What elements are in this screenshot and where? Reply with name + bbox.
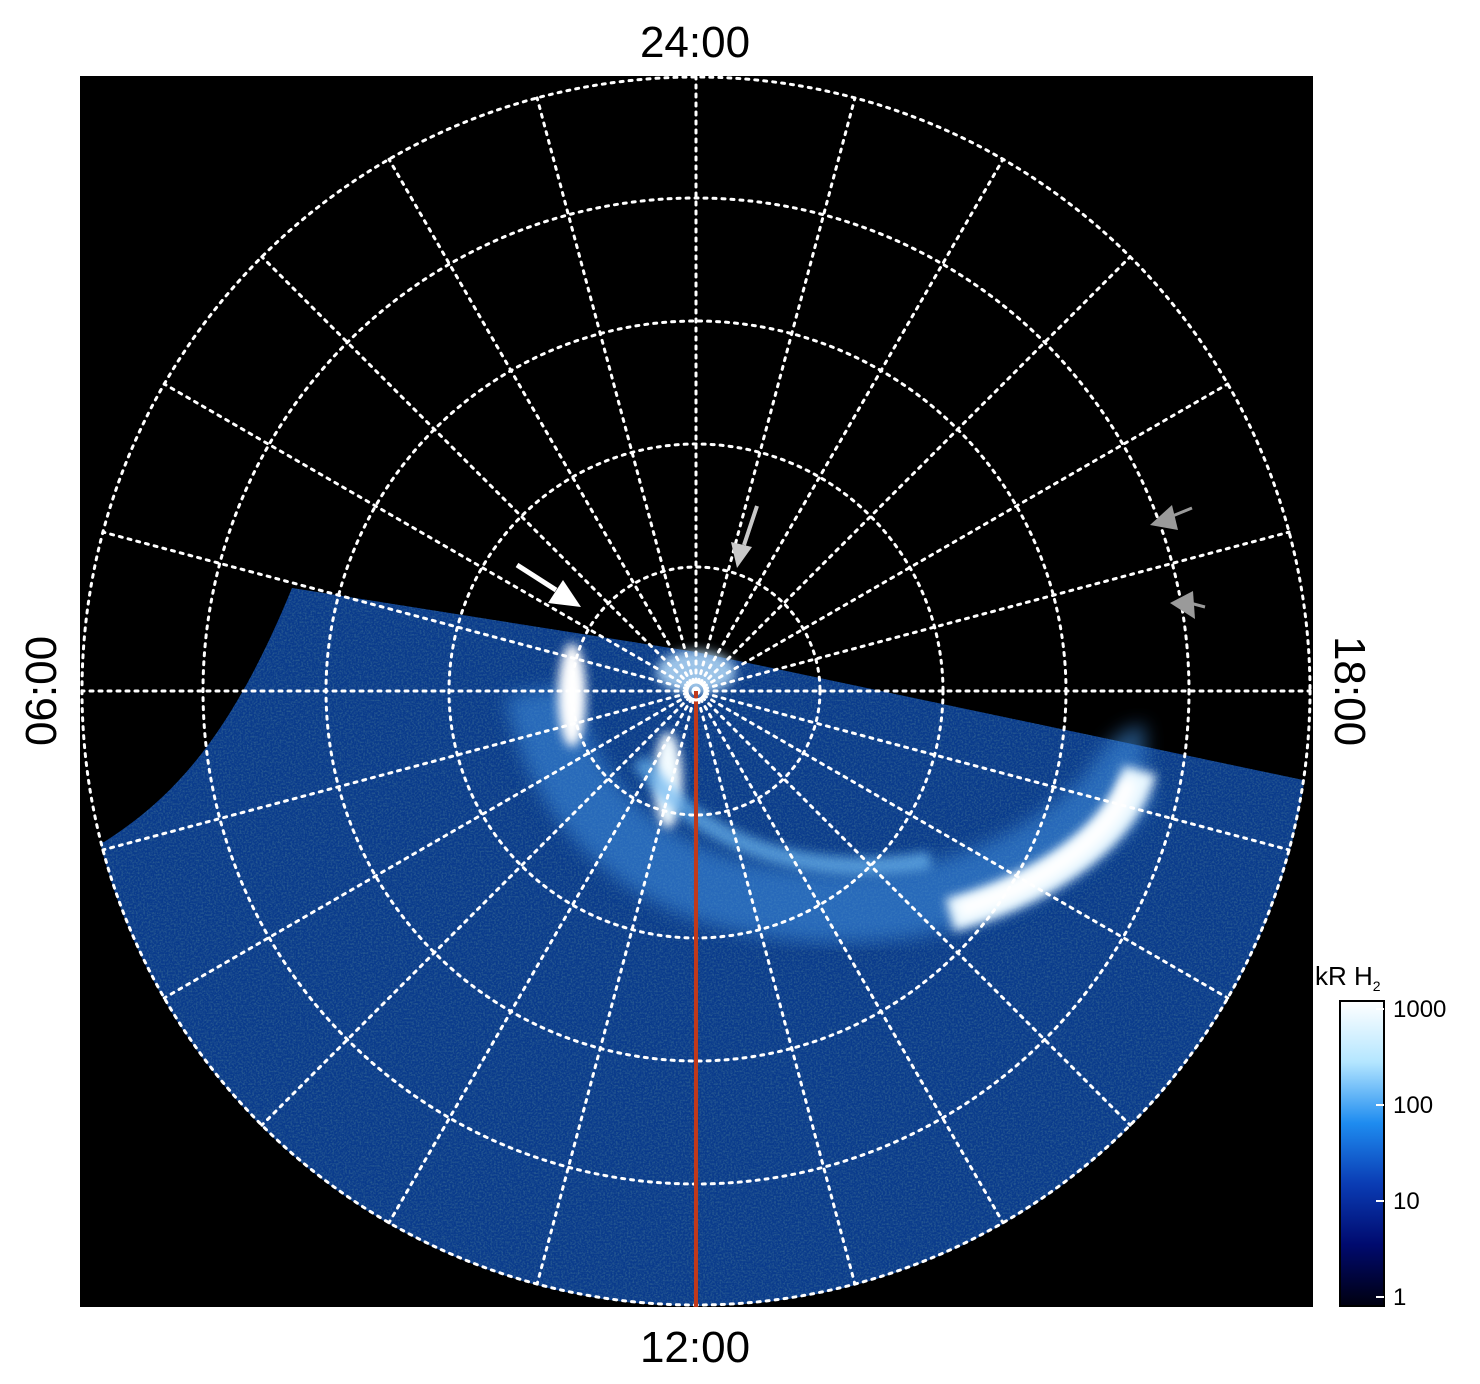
grid-spoke (260, 689, 698, 1127)
grid-spoke (694, 689, 1005, 1225)
light-gray-arrow (731, 505, 759, 568)
white-arrow (515, 562, 581, 607)
annotation-arrows (515, 505, 1206, 619)
gray-arrow-upper (1150, 505, 1193, 530)
grid-circle (570, 565, 822, 817)
grid-spoke (535, 96, 698, 693)
grid-spoke (694, 689, 1230, 1000)
grid-spoke (694, 96, 857, 693)
grid-spoke (694, 382, 1230, 693)
label-noon: 12:00 (640, 1323, 750, 1372)
grid-spoke (535, 689, 698, 1286)
grid-spoke (387, 689, 698, 1225)
colorbar-scale (1339, 1000, 1385, 1307)
inner-arc (632, 754, 932, 875)
auroral-emission (505, 643, 1163, 942)
grid-spoke (387, 157, 698, 693)
colorbar-tick-label: 100 (1393, 1092, 1433, 1119)
label-dusk: 18:00 (1325, 636, 1374, 746)
grid-spoke (694, 530, 1291, 693)
grid-spoke (260, 255, 698, 693)
grid-spoke (694, 689, 1132, 1127)
grid-spoke (162, 382, 698, 693)
grid-spoke (694, 255, 1132, 693)
colorbar-tick-label: 1 (1393, 1284, 1406, 1311)
grid-spoke (694, 689, 857, 1286)
grid-spoke (162, 689, 698, 1000)
colorbar-title-subscript: 2 (1373, 978, 1381, 994)
pole-marker (685, 680, 707, 702)
main-oval-core (957, 777, 1138, 918)
colorbar: kR H2 1000 100 10 1 (1315, 961, 1446, 1311)
grid-spoke (694, 689, 1291, 852)
gray-arrow-lower (1170, 591, 1206, 619)
grid-spoke (101, 689, 698, 852)
dawn-spot (558, 643, 586, 747)
colorbar-tick-label: 1000 (1393, 996, 1446, 1023)
colorbar-title: kR H2 (1315, 961, 1381, 994)
label-dawn: 06:00 (17, 636, 66, 746)
grid-spoke (101, 530, 698, 693)
label-midnight: 24:00 (640, 18, 750, 67)
colorbar-tick-label: 10 (1393, 1188, 1420, 1215)
colorbar-ticks: 1000 100 10 1 (1376, 996, 1446, 1311)
grid-spoke (694, 157, 1005, 693)
